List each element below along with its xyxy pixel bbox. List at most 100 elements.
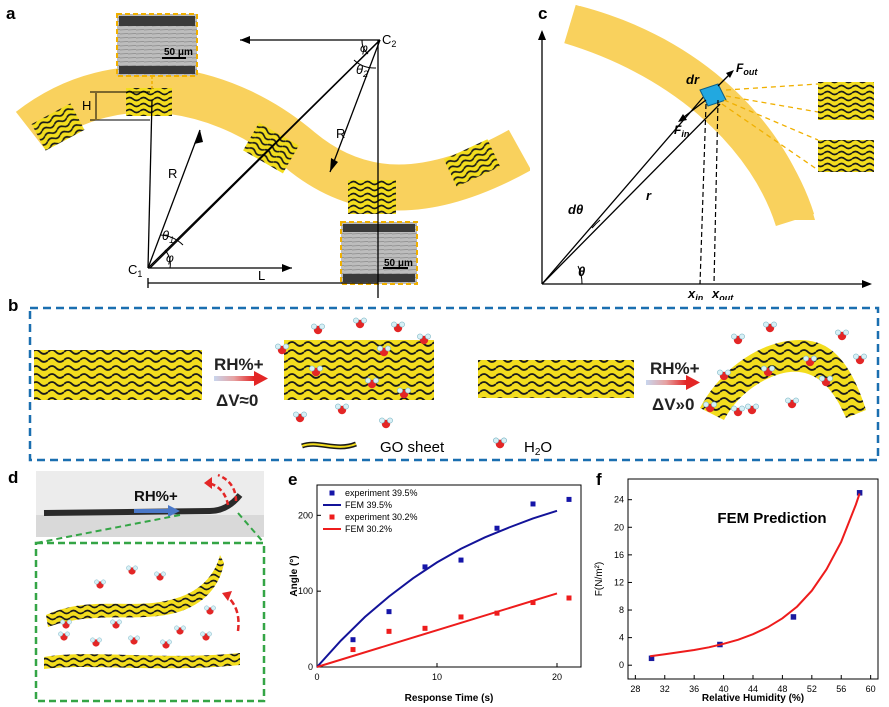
sem-scale-top: 50 μm <box>164 47 193 58</box>
y-tick-label: 8 <box>619 605 624 615</box>
series-line-1 <box>316 509 558 668</box>
symbol-theta: θ <box>578 264 585 279</box>
legend-label: experiment 39.5% <box>345 488 418 498</box>
symbol-F-in: Fin <box>674 123 690 139</box>
y-tick-label: 0 <box>308 662 313 672</box>
go-layer-curved <box>46 555 224 627</box>
condition-right: RH%+ <box>650 359 700 378</box>
chart-f-ylabel: F(N/m²) <box>594 562 605 596</box>
symbol-phi-bottom: φ <box>166 251 174 265</box>
legend-label: experiment 30.2% <box>345 512 418 522</box>
panel-label-a: a <box>6 4 16 23</box>
humidity-arrow-right <box>646 375 700 390</box>
data-point <box>790 614 797 620</box>
x-tick-label: 28 <box>630 684 640 694</box>
panel-b-frame <box>28 306 880 462</box>
sem-image-top <box>116 13 198 77</box>
chart-e-frame <box>316 484 582 668</box>
data-point <box>648 655 655 662</box>
chart-e-xlabel: Response Time (s) <box>405 693 494 704</box>
film-photo <box>43 493 243 516</box>
panel-d-diagram: RH%+ <box>34 471 266 703</box>
panel-b-diagram: RH%+ ΔV≈0 RH%+ ΔV»0 GO sheet H2O <box>28 306 880 462</box>
symbol-C2: C2 <box>382 32 396 49</box>
series-line-3 <box>316 592 558 668</box>
symbol-dr: dr <box>686 72 700 87</box>
data-point <box>494 610 500 616</box>
y-tick-label: 4 <box>619 633 624 643</box>
chart-e-ylabel: Angle (°) <box>289 555 300 596</box>
chart-f-xlabel: Relative Humidity (%) <box>702 693 804 704</box>
x-tick-label: 40 <box>719 684 729 694</box>
legend-swatch-point <box>329 490 335 496</box>
y-tick-label: 24 <box>614 495 624 505</box>
y-tick-label: 100 <box>298 586 313 596</box>
x-tick-label: 20 <box>552 672 562 682</box>
panel-c-diagram: Fout Fin dr dθ r θ xin xout <box>538 4 874 300</box>
legend-label: FEM 30.2% <box>345 524 392 534</box>
x-tick-label: 60 <box>866 684 876 694</box>
symbol-H: H <box>82 98 91 113</box>
data-point <box>458 614 464 620</box>
x-tick-label: 44 <box>748 684 758 694</box>
sem-image-bottom <box>340 221 418 285</box>
go-stack-wet-right <box>700 340 866 420</box>
y-tick-label: 16 <box>614 550 624 560</box>
symbol-R-right: R <box>336 126 345 141</box>
condition-d: RH%+ <box>134 488 178 505</box>
data-point <box>350 647 356 653</box>
symbol-phi-top: φ <box>360 41 368 55</box>
symbol-theta2: θ2 <box>356 62 368 79</box>
legend-h2o: H2O <box>524 439 552 458</box>
chart-f-frame <box>627 478 879 680</box>
data-point <box>566 595 572 601</box>
data-point <box>422 625 428 631</box>
data-point <box>530 501 536 507</box>
symbol-L: L <box>258 268 265 283</box>
data-point <box>566 496 572 502</box>
x-tick-label: 36 <box>689 684 699 694</box>
symbol-theta1: θ1 <box>162 228 174 245</box>
x-tick-label: 10 <box>432 672 442 682</box>
panel-label-b: b <box>8 296 19 315</box>
data-point <box>530 600 536 606</box>
go-layer-flat <box>44 653 240 669</box>
symbol-F-out: Fout <box>736 61 758 77</box>
go-stack-icon <box>31 88 501 214</box>
symbol-r: r <box>646 188 652 203</box>
go-stack-icon <box>818 82 874 172</box>
panel-label-f: f <box>596 470 602 489</box>
x-tick-label: 0 <box>314 672 319 682</box>
panel-label-e: e <box>288 470 298 489</box>
go-stack-dry-left <box>34 350 202 400</box>
data-point <box>350 637 356 643</box>
symbol-C1: C1 <box>128 262 142 279</box>
data-point <box>386 628 392 634</box>
series-line-1 <box>649 493 861 658</box>
go-stack-wet-left <box>284 340 434 400</box>
data-point <box>422 564 428 570</box>
sem-scale-bottom: 50 μm <box>384 258 413 269</box>
panel-a-diagram: 50 μm 50 μm H R R C1 C2 θ1 θ2 φ φ L <box>15 13 530 298</box>
y-tick-label: 200 <box>298 510 313 520</box>
x-tick-label: 48 <box>777 684 787 694</box>
result-right: ΔV»0 <box>652 395 694 414</box>
x-tick-label: 56 <box>836 684 846 694</box>
result-left: ΔV≈0 <box>216 391 258 410</box>
data-point <box>494 525 500 531</box>
y-tick-label: 0 <box>619 660 624 670</box>
legend-label: FEM 39.5% <box>345 500 392 510</box>
humidity-arrow-left <box>214 371 268 386</box>
symbol-x-in: xin <box>687 286 704 300</box>
chart-f-title: FEM Prediction <box>717 510 826 527</box>
panel-label-c: c <box>538 4 548 23</box>
zoom-frame <box>34 541 266 703</box>
data-point <box>386 609 392 615</box>
panel-label-d: d <box>8 468 19 487</box>
symbol-R-left: R <box>168 166 177 181</box>
y-tick-label: 12 <box>614 577 624 587</box>
symbol-dtheta: dθ <box>568 202 583 217</box>
symbol-x-out: xout <box>711 286 734 300</box>
